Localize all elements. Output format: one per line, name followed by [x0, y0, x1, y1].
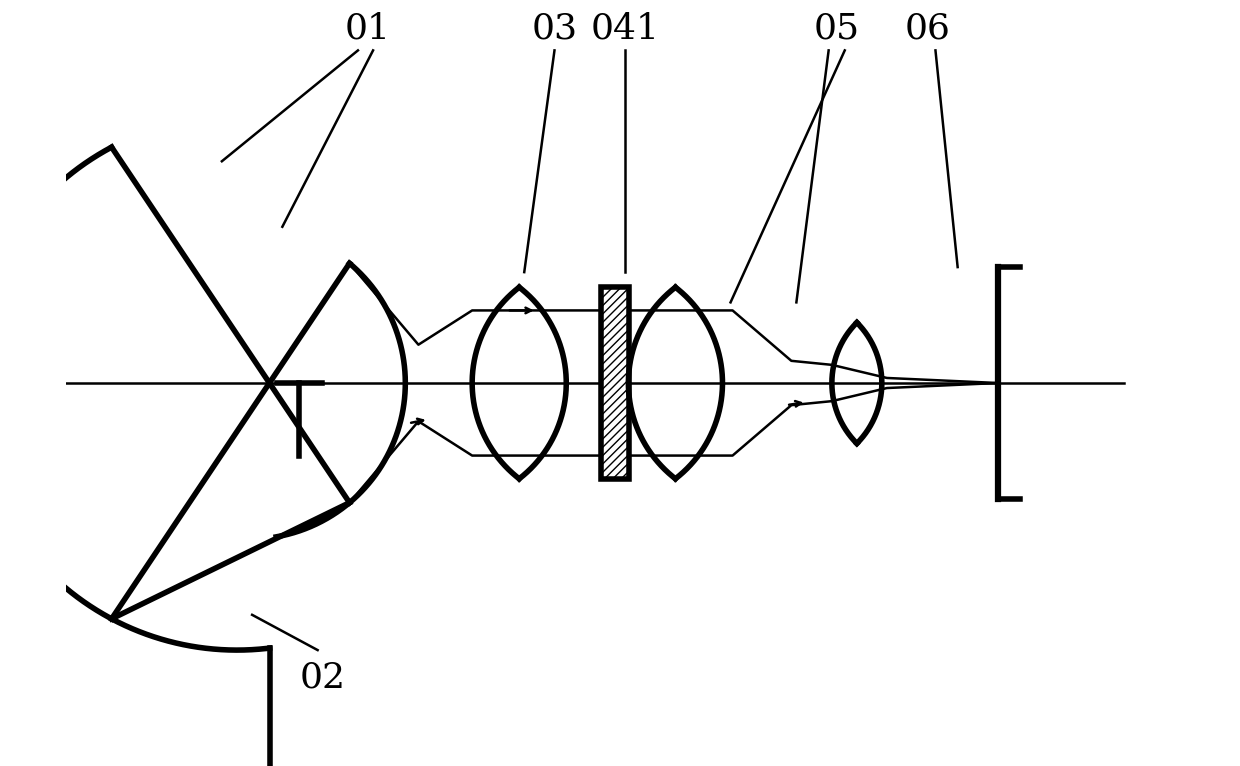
Text: 06: 06 — [904, 11, 950, 45]
Text: 041: 041 — [590, 11, 660, 45]
Bar — [601, 287, 629, 479]
Text: 01: 01 — [345, 11, 391, 45]
Text: 03: 03 — [532, 11, 578, 45]
Text: 05: 05 — [813, 11, 859, 45]
Text: 02: 02 — [300, 660, 346, 694]
